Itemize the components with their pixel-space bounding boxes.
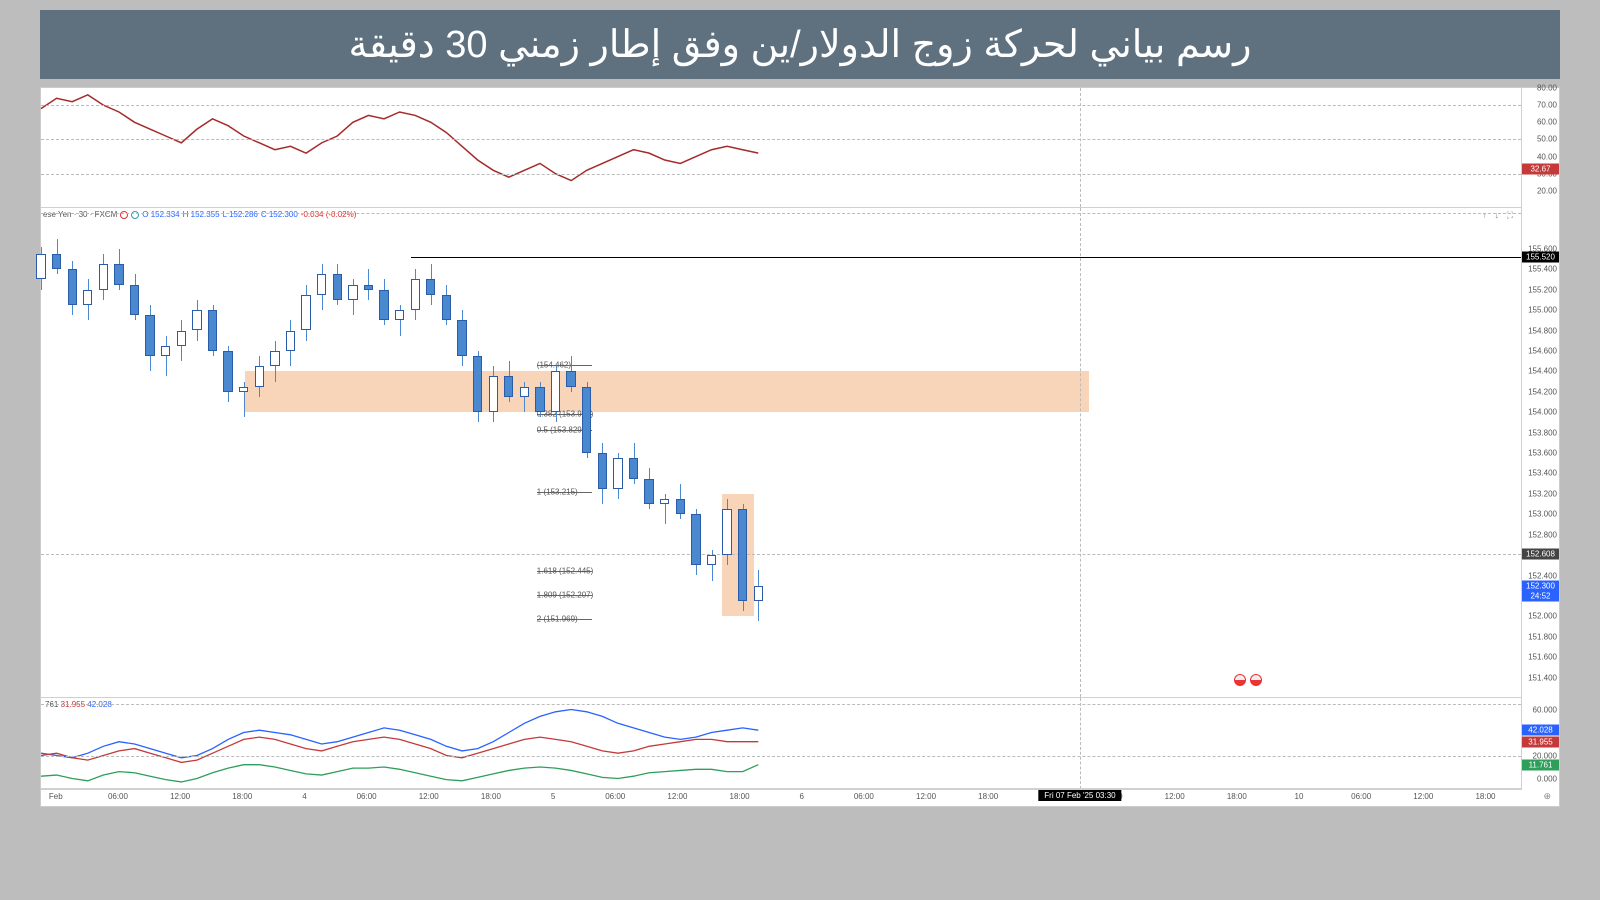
event-flags[interactable] <box>1234 673 1262 691</box>
ohlc-l: L 152.286 <box>223 210 258 219</box>
rsi-yaxis: 20.0030.0040.0050.0060.0070.0080.0032.67 <box>1521 88 1559 208</box>
ohlc-c: C 152.300 <box>261 210 298 219</box>
indicator-pane[interactable]: 761 31.955 42.028 <box>41 698 1521 790</box>
ohlc-o: O 152.334 <box>142 210 179 219</box>
symbol-info: ese Yen · 30 · FXCM O 152.334 H 152.355 … <box>43 210 356 219</box>
cursor-time-label: Fri 07 Feb '25 03:30 <box>1038 790 1121 801</box>
symbol-text: ese Yen · 30 · FXCM <box>43 210 117 219</box>
indicator-yaxis: 0.00020.00040.00060.00042.02831.95511.76… <box>1521 698 1559 790</box>
flag-icon <box>131 211 139 219</box>
clock-icon[interactable]: ⊕ <box>1543 791 1551 802</box>
price-yaxis: 151.400151.600151.800152.000152.200152.4… <box>1521 208 1559 698</box>
price-pane[interactable]: ese Yen · 30 · FXCM O 152.334 H 152.355 … <box>41 208 1521 698</box>
arrow-up-icon[interactable]: ↑ <box>1483 210 1488 220</box>
settings-icon[interactable]: ⛶ <box>1507 210 1513 221</box>
chart-title: رسم بياني لحركة زوج الدولار/ين وفق إطار … <box>40 10 1560 79</box>
flag-icon <box>120 211 128 219</box>
chart-container[interactable]: 20.0030.0040.0050.0060.0070.0080.0032.67… <box>40 87 1560 807</box>
rsi-pane[interactable] <box>41 88 1521 208</box>
flag-icon[interactable] <box>1234 674 1246 686</box>
ohlc-h: H 152.355 <box>183 210 220 219</box>
flag-icon[interactable] <box>1250 674 1262 686</box>
time-axis[interactable]: ⊕ Feb06:0012:0018:00406:0012:0018:00506:… <box>41 788 1521 806</box>
arrow-down-icon[interactable]: ↓ <box>1495 210 1500 220</box>
ohlc-chg: -0.034 (-0.02%) <box>301 210 357 219</box>
